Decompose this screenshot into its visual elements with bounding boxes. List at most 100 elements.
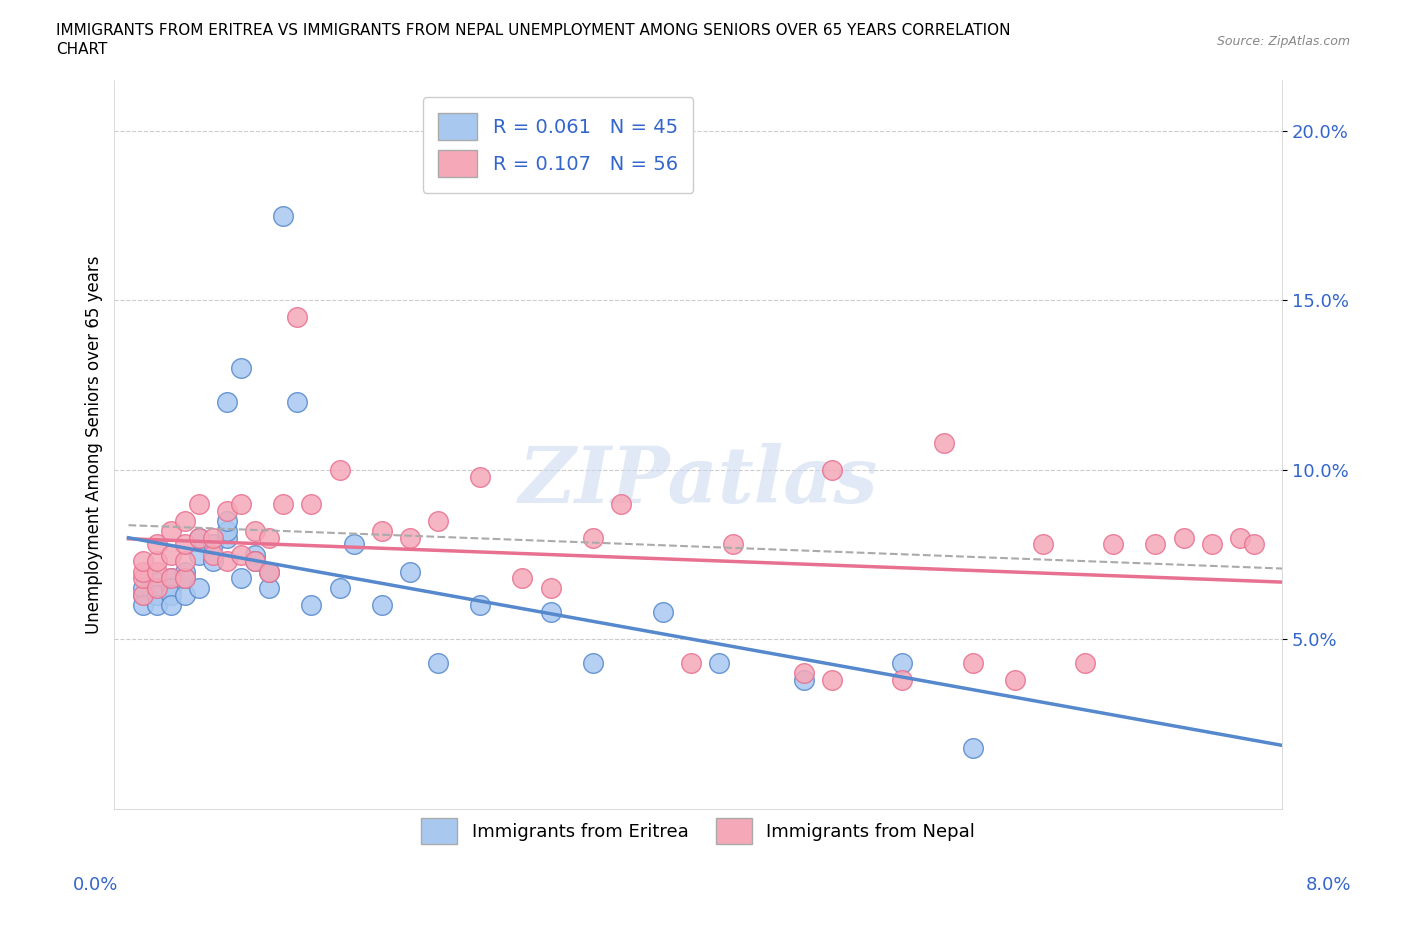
Point [187,530,209,545]
Point [159,598,181,613]
Point [229,547,252,562]
Point [257,565,280,579]
Point [243,554,266,569]
Point [173,588,195,603]
Point [229,361,252,376]
Point [145,581,167,596]
Point [709,656,731,671]
Point [1102,537,1125,551]
Point [145,554,167,569]
Point [187,497,209,512]
Y-axis label: Unemployment Among Seniors over 65 years: Unemployment Among Seniors over 65 years [86,255,103,633]
Point [370,598,392,613]
Point [1032,537,1054,551]
Point [962,656,984,671]
Point [173,571,195,586]
Point [1201,537,1223,551]
Point [285,310,308,325]
Point [215,524,238,538]
Point [159,547,181,562]
Point [145,598,167,613]
Point [1173,530,1195,545]
Point [512,571,534,586]
Text: ZIPatlas: ZIPatlas [519,443,877,519]
Point [243,547,266,562]
Point [257,565,280,579]
Text: CHART: CHART [56,42,108,57]
Text: IMMIGRANTS FROM ERITREA VS IMMIGRANTS FROM NEPAL UNEMPLOYMENT AMONG SENIORS OVER: IMMIGRANTS FROM ERITREA VS IMMIGRANTS FR… [56,23,1011,38]
Point [187,581,209,596]
Point [540,604,562,619]
Text: 8.0%: 8.0% [1306,876,1351,895]
Point [131,588,153,603]
Point [257,530,280,545]
Point [131,588,153,603]
Point [173,554,195,569]
Point [328,462,350,477]
Point [215,503,238,518]
Point [342,537,364,551]
Point [131,554,153,569]
Point [229,571,252,586]
Point [201,547,224,562]
Point [934,435,956,450]
Point [271,208,294,223]
Point [427,513,450,528]
Point [145,575,167,590]
Point [173,513,195,528]
Point [891,672,914,687]
Point [1004,672,1026,687]
Point [159,571,181,586]
Point [370,524,392,538]
Point [470,598,492,613]
Point [793,666,815,681]
Point [229,497,252,512]
Point [145,537,167,551]
Point [243,524,266,538]
Point [582,530,605,545]
Point [215,394,238,409]
Point [131,565,153,579]
Legend: Immigrants from Eritrea, Immigrants from Nepal: Immigrants from Eritrea, Immigrants from… [415,811,983,851]
Point [271,497,294,512]
Point [540,581,562,596]
Point [131,571,153,586]
Text: Source: ZipAtlas.com: Source: ZipAtlas.com [1216,35,1350,48]
Point [582,656,605,671]
Point [299,497,322,512]
Point [173,537,195,551]
Point [470,470,492,485]
Point [723,537,745,551]
Point [1074,656,1097,671]
Point [201,530,224,545]
Point [159,581,181,596]
Point [131,581,153,596]
Point [145,588,167,603]
Point [187,530,209,545]
Point [159,571,181,586]
Point [159,524,181,538]
Point [243,554,266,569]
Point [187,547,209,562]
Point [681,656,703,671]
Point [215,554,238,569]
Point [891,656,914,671]
Point [173,565,195,579]
Point [652,604,675,619]
Point [821,462,844,477]
Point [159,588,181,603]
Point [1229,530,1251,545]
Point [285,394,308,409]
Point [399,530,422,545]
Point [793,672,815,687]
Point [215,513,238,528]
Point [201,537,224,551]
Point [328,581,350,596]
Point [299,598,322,613]
Point [610,497,633,512]
Text: 0.0%: 0.0% [73,876,118,895]
Point [201,554,224,569]
Point [962,740,984,755]
Point [145,588,167,603]
Point [427,656,450,671]
